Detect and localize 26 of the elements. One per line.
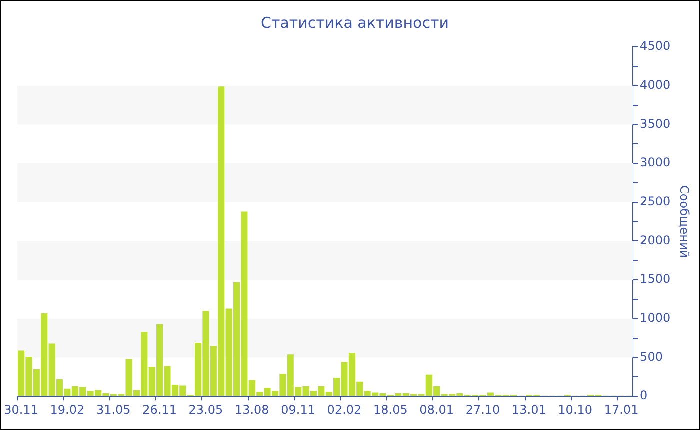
- y-tick-label: 4500: [640, 39, 671, 54]
- x-tick-label: 27.10: [466, 402, 500, 417]
- x-tick-label: 10.10: [558, 402, 593, 417]
- y-tick-label: 0: [640, 388, 648, 403]
- y-tick-label: 3500: [640, 116, 671, 131]
- y-tick-label: 4000: [640, 78, 671, 92]
- y-tick-label: 1000: [640, 311, 671, 326]
- x-tick-label: 13.08: [234, 402, 270, 417]
- x-tick-label: 19.02: [50, 402, 85, 417]
- y-tick-label: 3000: [640, 156, 671, 170]
- x-tick-label: 02.02: [327, 402, 362, 417]
- x-tick-label: 08.01: [420, 402, 454, 417]
- x-tick-label: 30.11: [4, 402, 38, 417]
- x-tick-label: 23.05: [188, 402, 224, 417]
- x-tick-label: 26.11: [142, 402, 177, 417]
- y-axis-title: Сообщений: [678, 186, 692, 258]
- x-tick-label: 17.01: [604, 402, 639, 417]
- x-tick-label: 09.11: [281, 402, 316, 417]
- x-tick-label: 31.05: [96, 402, 131, 417]
- x-tick-label: 18.05: [373, 402, 408, 417]
- y-tick-label: 500: [640, 350, 663, 364]
- y-tick-label: 1500: [640, 272, 671, 286]
- y-tick-label: 2000: [640, 233, 671, 248]
- y-tick-label: 2500: [640, 194, 671, 209]
- chart-title: Статистика активности: [261, 14, 449, 32]
- x-tick-label: 13.01: [512, 402, 546, 417]
